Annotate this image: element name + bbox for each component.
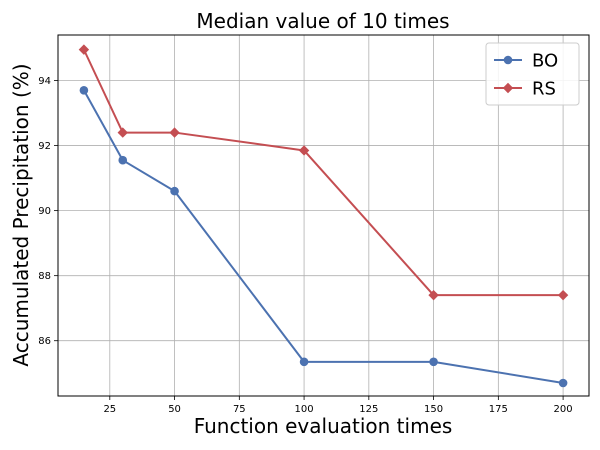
series-line-rs — [82, 49, 564, 297]
legend-swatch-marker — [503, 55, 513, 65]
x-tick-label: 150 — [424, 404, 443, 415]
y-tick-label: 90 — [38, 206, 51, 217]
x-tick-label: 125 — [359, 404, 378, 415]
legend-swatch-marker — [502, 82, 514, 94]
data-point-bo — [170, 186, 179, 196]
x-tick-label: 75 — [233, 404, 246, 415]
data-point-rs — [557, 289, 569, 301]
y-tick-label: 92 — [38, 141, 51, 152]
plot-frame — [57, 34, 590, 397]
data-point-bo — [429, 357, 438, 367]
y-tick-label: 88 — [38, 271, 51, 282]
x-tick-label: 100 — [295, 404, 314, 415]
x-tick-label: 50 — [168, 404, 181, 415]
data-point-rs — [117, 127, 128, 138]
x-tick-label: 200 — [554, 404, 573, 415]
legend-label: BO — [532, 51, 558, 72]
x-axis-title: Function evaluation times — [194, 414, 453, 438]
data-point-bo — [79, 85, 89, 95]
data-point-bo — [118, 155, 128, 165]
y-tick-label: 86 — [38, 336, 51, 347]
legend-item-rs: RS — [494, 79, 556, 100]
legend: BO RS — [485, 42, 580, 106]
x-tick-label: 25 — [103, 404, 116, 415]
data-point-bo — [299, 357, 309, 367]
data-point-rs — [298, 145, 310, 156]
data-point-rs — [78, 44, 90, 55]
series-line-bo — [83, 89, 564, 384]
data-point-rs — [169, 127, 180, 138]
data-point-rs — [428, 289, 439, 301]
chart-title: Median value of 10 times — [196, 9, 449, 33]
legend-label: RS — [532, 79, 556, 100]
series-layer — [78, 44, 569, 388]
x-tick-label: 175 — [489, 404, 508, 415]
y-axis-ticks: 86 88 90 92 94 — [38, 76, 58, 347]
y-tick-label: 94 — [38, 76, 51, 87]
x-axis-ticks: 25 50 75 100 125 150 175 200 — [103, 396, 573, 415]
series-bo — [79, 85, 568, 388]
y-axis-title: Accumulated Precipitation (%) — [9, 63, 33, 366]
legend-item-bo: BO — [494, 51, 558, 72]
data-point-bo — [558, 378, 568, 388]
series-rs — [78, 44, 569, 301]
